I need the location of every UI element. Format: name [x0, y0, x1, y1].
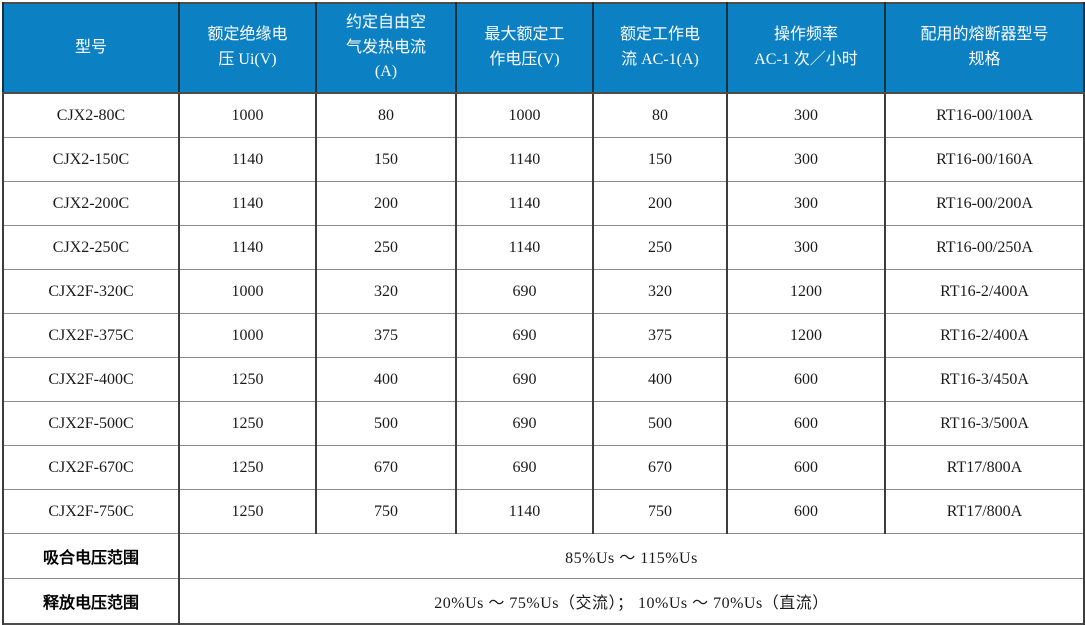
column-header-2: 约定自由空 气发热电流 (A) — [315, 3, 457, 94]
table-row: CJX2F-750C 1250 750 1140 750 600 RT17/800A — [2, 489, 1085, 534]
header-row: 型号 额定绝缘电 压 Ui(V) 约定自由空 气发热电流 (A) 最大额定工 作电压(… — [2, 3, 1085, 94]
value-cell: 600 — [726, 489, 886, 534]
value-cell: 150 — [315, 137, 457, 182]
value-cell: 300 — [726, 225, 886, 270]
value-cell: 1140 — [178, 137, 317, 182]
model-cell: CJX2-150C — [2, 137, 180, 182]
value-cell: 1140 — [178, 181, 317, 226]
value-cell: 400 — [592, 357, 728, 402]
value-cell: 690 — [455, 313, 594, 358]
value-cell: 1000 — [455, 92, 594, 138]
value-cell: RT16-00/200A — [884, 181, 1085, 226]
value-cell: RT16-00/250A — [884, 225, 1085, 270]
value-cell: 670 — [315, 445, 457, 490]
value-cell: 1250 — [178, 401, 317, 446]
value-cell: 690 — [455, 445, 594, 490]
value-cell: 690 — [455, 401, 594, 446]
value-cell: 80 — [592, 92, 728, 138]
pickup-voltage-label: 吸合电压范围 — [2, 533, 180, 579]
model-cell: CJX2F-320C — [2, 269, 180, 314]
value-cell: 300 — [726, 181, 886, 226]
column-header-3: 最大额定工 作电压(V) — [455, 3, 594, 94]
model-cell: CJX2-200C — [2, 181, 180, 226]
value-cell: RT16-00/160A — [884, 137, 1085, 182]
release-voltage-value: 20%Us ～ 75%Us（交流）； 10%Us ～ 70%Us（直流） — [178, 578, 1085, 625]
model-cell: CJX2F-400C — [2, 357, 180, 402]
value-cell: 750 — [592, 489, 728, 534]
value-cell: 200 — [315, 181, 457, 226]
table-row: CJX2F-320C 1000 320 690 320 1200 RT16-2/400A — [2, 269, 1085, 314]
model-cell: CJX2F-500C — [2, 401, 180, 446]
table-body: CJX2-80C 1000 80 1000 80 300 RT16-00/100A CJX2-… — [2, 92, 1085, 534]
value-cell: 1000 — [178, 269, 317, 314]
value-cell: 320 — [315, 269, 457, 314]
value-cell: 300 — [726, 137, 886, 182]
value-cell: 1250 — [178, 445, 317, 490]
value-cell: 500 — [592, 401, 728, 446]
table-row: CJX2F-400C 1250 400 690 400 600 RT16-3/450A — [2, 357, 1085, 402]
model-cell: CJX2-80C — [2, 92, 180, 138]
table-row: CJX2-80C 1000 80 1000 80 300 RT16-00/100A — [2, 92, 1085, 138]
value-cell: 1140 — [455, 137, 594, 182]
table-row: CJX2-200C 1140 200 1140 200 300 RT16-00/200A — [2, 181, 1085, 226]
value-cell: 670 — [592, 445, 728, 490]
value-cell: 1140 — [178, 225, 317, 270]
value-cell: 600 — [726, 445, 886, 490]
table-row: CJX2-150C 1140 150 1140 150 300 RT16-00/160A — [2, 137, 1085, 182]
column-header-4: 额定工作电 流 AC-1(A) — [592, 3, 728, 94]
value-cell: 1250 — [178, 489, 317, 534]
value-cell: 320 — [592, 269, 728, 314]
value-cell: 200 — [592, 181, 728, 226]
value-cell: 80 — [315, 92, 457, 138]
value-cell: 1200 — [726, 313, 886, 358]
value-cell: 375 — [315, 313, 457, 358]
value-cell: 400 — [315, 357, 457, 402]
value-cell: 1140 — [455, 225, 594, 270]
value-cell: 500 — [315, 401, 457, 446]
value-cell: 600 — [726, 357, 886, 402]
value-cell: RT17/800A — [884, 489, 1085, 534]
model-cell: CJX2F-375C — [2, 313, 180, 358]
value-cell: 1140 — [455, 181, 594, 226]
column-header-5: 操作频率 AC-1 次／小时 — [726, 3, 886, 94]
table-row: CJX2-250C 1140 250 1140 250 300 RT16-00/250A — [2, 225, 1085, 270]
value-cell: 1140 — [455, 489, 594, 534]
value-cell: RT16-2/400A — [884, 269, 1085, 314]
model-cell: CJX2-250C — [2, 225, 180, 270]
value-cell: RT17/800A — [884, 445, 1085, 490]
value-cell: 1200 — [726, 269, 886, 314]
value-cell: RT16-00/100A — [884, 92, 1085, 138]
value-cell: 250 — [315, 225, 457, 270]
value-cell: 375 — [592, 313, 728, 358]
model-cell: CJX2F-670C — [2, 445, 180, 490]
table-row: CJX2F-670C 1250 670 690 670 600 RT17/800A — [2, 445, 1085, 490]
pickup-voltage-row: 吸合电压范围 85%Us ～ 115%Us — [2, 533, 1085, 579]
pickup-voltage-value: 85%Us ～ 115%Us — [178, 533, 1085, 579]
value-cell: 690 — [455, 269, 594, 314]
value-cell: 750 — [315, 489, 457, 534]
release-voltage-row: 释放电压范围 20%Us ～ 75%Us（交流）； 10%Us ～ 70%Us（… — [2, 578, 1085, 625]
value-cell: RT16-2/400A — [884, 313, 1085, 358]
value-cell: 690 — [455, 357, 594, 402]
value-cell: 600 — [726, 401, 886, 446]
value-cell: 1000 — [178, 313, 317, 358]
release-voltage-label: 释放电压范围 — [2, 578, 180, 625]
value-cell: 1000 — [178, 92, 317, 138]
value-cell: RT16-3/450A — [884, 357, 1085, 402]
value-cell: RT16-3/500A — [884, 401, 1085, 446]
table-row: CJX2F-500C 1250 500 690 500 600 RT16-3/500A — [2, 401, 1085, 446]
value-cell: 1250 — [178, 357, 317, 402]
model-cell: CJX2F-750C — [2, 489, 180, 534]
value-cell: 250 — [592, 225, 728, 270]
column-header-0: 型号 — [2, 3, 180, 94]
table-row: CJX2F-375C 1000 375 690 375 1200 RT16-2/400A — [2, 313, 1085, 358]
value-cell: 150 — [592, 137, 728, 182]
column-header-1: 额定绝缘电 压 Ui(V) — [178, 3, 317, 94]
column-header-6: 配用的熔断器型号 规格 — [884, 3, 1085, 94]
value-cell: 300 — [726, 92, 886, 138]
